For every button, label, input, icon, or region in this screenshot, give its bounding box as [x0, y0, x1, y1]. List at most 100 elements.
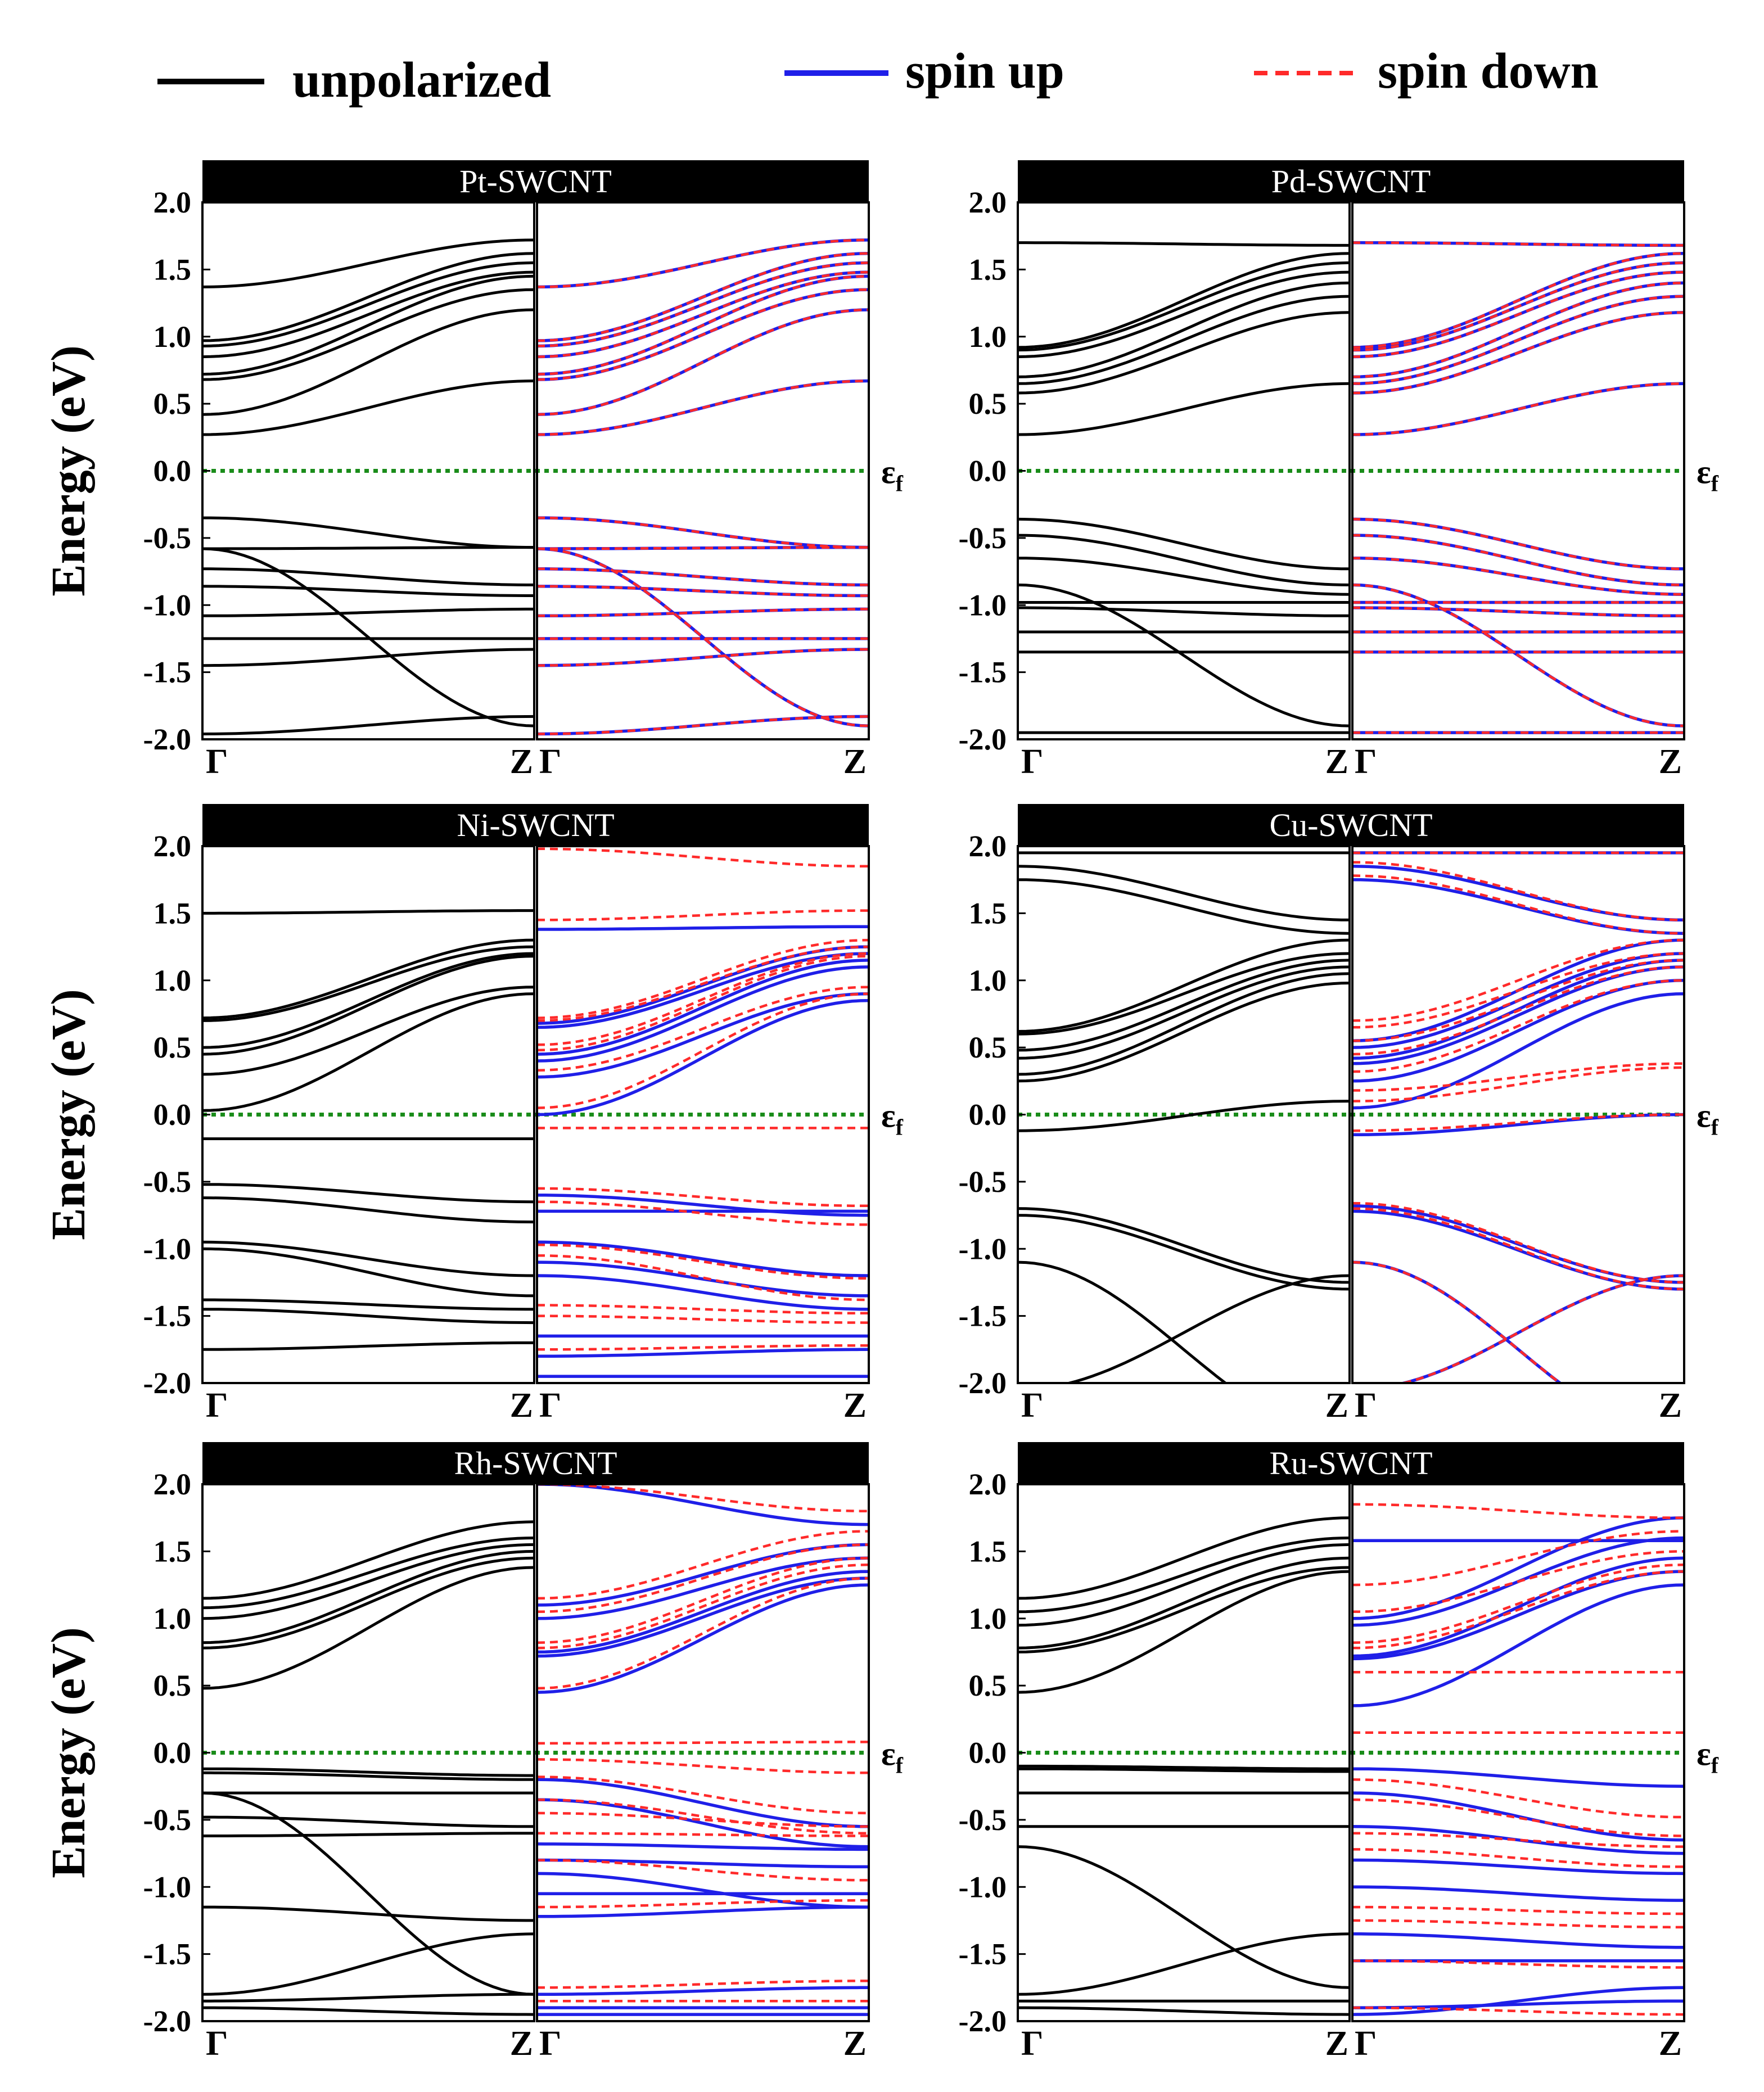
y-tick-label: 0.0 — [154, 454, 192, 488]
band-unpolarized — [1018, 311, 1350, 395]
band-spin-up — [537, 545, 869, 550]
panel-rh-swcnt: Rh-SWCNT 2.0 1.5 1.0 0.5 0.0 -0.5 -1.0 -1.5 -2.0 Γ… — [41, 1442, 904, 2063]
band-spin-up — [537, 1484, 869, 1526]
band-spin-up — [537, 1583, 869, 1694]
kpoint-label-z: Z — [1325, 1386, 1348, 1425]
band-unpolarized — [202, 288, 534, 381]
kpoint-label-z: Z — [1325, 743, 1348, 781]
band-unpolarized — [202, 516, 534, 549]
band-spin-down — [1352, 1570, 1684, 1650]
kpoint-label-z: Z — [510, 743, 533, 781]
band-spin-down — [537, 1576, 869, 1690]
band-unpolarized — [1018, 270, 1350, 359]
y-axis-title: Energy (eV) — [41, 1627, 95, 1878]
band-spin-down — [537, 608, 869, 617]
band-spin-up — [1352, 865, 1684, 922]
band-spin-down — [1352, 518, 1684, 571]
unpolarized-bands — [1018, 241, 1350, 734]
band-unpolarized — [202, 1543, 534, 1620]
band-spin-up — [537, 1858, 869, 1869]
band-unpolarized — [202, 1992, 534, 2003]
band-unpolarized — [202, 308, 534, 416]
band-spin-down — [537, 1557, 869, 1644]
band-spin-up — [1352, 1885, 1684, 1902]
band-spin-down — [1352, 282, 1684, 378]
band-unpolarized — [1018, 952, 1350, 1036]
band-spin-down — [1352, 1919, 1684, 1929]
band-spin-down — [537, 1775, 869, 1815]
band-unpolarized — [1018, 1100, 1350, 1132]
band-spin-up — [537, 648, 869, 667]
y-tick-label: 2.0 — [969, 1467, 1007, 1501]
band-spin-down — [1352, 295, 1684, 385]
panel-title-bar — [202, 160, 869, 202]
band-spin-up — [537, 585, 869, 598]
y-tick-label: 2.0 — [969, 186, 1007, 219]
band-unpolarized — [1018, 1845, 1350, 1989]
fermi-label: εf — [881, 454, 904, 496]
band-spin-up — [1352, 606, 1684, 618]
band-spin-up — [537, 1240, 869, 1277]
band-spin-down — [1352, 252, 1684, 349]
band-spin-down — [537, 308, 869, 416]
band-spin-down — [537, 1484, 869, 1513]
y-tick-label: -0.5 — [143, 1803, 191, 1837]
band-spin-down — [1352, 261, 1684, 351]
y-tick-label: 0.0 — [154, 1098, 192, 1132]
y-tick-label: 1.5 — [154, 252, 192, 286]
y-tick-label: 0.5 — [969, 387, 1007, 421]
kpoint-label-z: Z — [510, 1386, 533, 1425]
panel-ni-swcnt: Ni-SWCNT 2.0 1.5 1.0 0.5 0.0 -0.5 -1.0 -1.5 -2.0 Γ… — [41, 804, 904, 1425]
band-spin-down — [537, 648, 869, 667]
spin-bands — [537, 847, 869, 1378]
band-spin-down — [1352, 557, 1684, 596]
band-spin-down — [1352, 1848, 1684, 1868]
band-unpolarized — [202, 1196, 534, 1223]
band-spin-down — [537, 379, 869, 436]
y-tick-label: -0.5 — [959, 1165, 1007, 1199]
panel-title: Rh-SWCNT — [454, 1445, 617, 1481]
band-spin-down — [537, 847, 869, 868]
y-tick-label: 1.5 — [154, 896, 192, 930]
band-spin-down — [537, 992, 869, 1109]
y-tick-label: 0.5 — [969, 1669, 1007, 1702]
spin-bands — [1352, 851, 1684, 1383]
band-unpolarized — [202, 1771, 534, 1781]
fermi-label: εf — [881, 1736, 904, 1778]
band-unpolarized — [202, 1905, 534, 1922]
band-spin-down — [537, 1741, 869, 1745]
band-spin-up — [1352, 1791, 1684, 1842]
band-unpolarized — [1018, 2006, 1350, 2016]
spin-bands — [537, 1484, 869, 2016]
band-spin-down — [537, 238, 869, 288]
band-spin-down — [1352, 959, 1684, 1042]
band-spin-up — [537, 607, 869, 618]
band-unpolarized — [1063, 1274, 1350, 1383]
band-spin-down — [537, 715, 869, 735]
band-spin-down — [1352, 584, 1684, 728]
band-unpolarized — [202, 546, 534, 550]
unpolarized-bands — [202, 909, 534, 1351]
band-spin-up — [537, 1348, 869, 1358]
panel-title-bar — [1018, 1442, 1684, 1484]
band-unpolarized — [1018, 1207, 1350, 1284]
panel-pt-swcnt: Pt-SWCNT 2.0 1.5 1.0 0.5 0.0 -0.5 -1.0 -1.5 -2.0 Γ… — [41, 160, 904, 781]
band-spin-up — [537, 1260, 869, 1298]
band-spin-down — [1352, 952, 1684, 1029]
band-unpolarized — [1018, 261, 1350, 352]
band-spin-up — [1352, 1825, 1684, 1855]
band-unpolarized — [1018, 938, 1350, 1033]
band-spin-down — [537, 1798, 869, 1835]
band-spin-down — [1352, 1564, 1684, 1644]
kpoint-label-z: Z — [843, 743, 867, 781]
y-tick-label: -0.5 — [143, 521, 191, 555]
fermi-label: εf — [1697, 1097, 1719, 1140]
y-axis-title: Energy (eV) — [41, 989, 95, 1240]
y-tick-label: 1.0 — [969, 320, 1007, 354]
y-tick-label: 0.5 — [154, 1031, 192, 1064]
band-unpolarized — [202, 955, 534, 1056]
y-tick-label: -2.0 — [143, 1366, 191, 1400]
band-unpolarized — [202, 986, 534, 1076]
band-spin-up — [537, 238, 869, 289]
y-tick-label: 0.0 — [154, 1736, 192, 1770]
